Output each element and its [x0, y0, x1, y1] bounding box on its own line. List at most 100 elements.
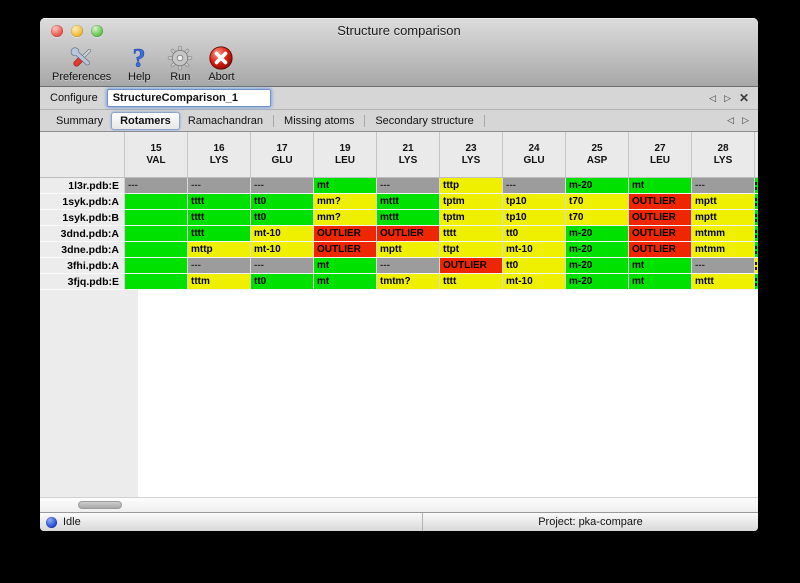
tab-ramachandran[interactable]: Ramachandran [187, 114, 264, 127]
hscroll-thumb[interactable] [78, 501, 122, 509]
rotamer-cell[interactable]: tttt [188, 210, 251, 226]
rotamer-cell[interactable]: tttt [440, 274, 503, 290]
rotamer-cell[interactable]: --- [692, 258, 755, 274]
rotamer-cell[interactable]: --- [377, 258, 440, 274]
column-header-28[interactable]: 28 LYS [692, 132, 755, 177]
rotamer-cell[interactable]: OUTLIER [629, 210, 692, 226]
rotamer-cell[interactable]: mttt [377, 210, 440, 226]
config-back-icon[interactable]: ◁ [709, 92, 717, 103]
configuration-name-input[interactable] [106, 89, 271, 107]
rotamer-cell[interactable]: OUTLIER [629, 242, 692, 258]
rotamer-cell[interactable]: --- [251, 178, 314, 194]
rotamer-cell[interactable]: --- [188, 258, 251, 274]
rotamer-cell[interactable]: --- [692, 178, 755, 194]
rotamer-cell[interactable]: --- [251, 258, 314, 274]
rotamer-cell[interactable]: mt [629, 274, 692, 290]
rotamer-cell[interactable]: m-20 [566, 226, 629, 242]
rotamer-cell[interactable] [125, 226, 188, 242]
column-header-21[interactable]: 21 LYS [377, 132, 440, 177]
row-label-3dnd-pdb-a[interactable]: 3dnd.pdb:A [40, 226, 125, 242]
tab-secondary-structure[interactable]: Secondary structure [375, 114, 474, 127]
row-label-3fhi-pdb-a[interactable]: 3fhi.pdb:A [40, 258, 125, 274]
rotamer-cell[interactable]: tt0 [503, 226, 566, 242]
rotamer-cell[interactable]: mptt [377, 242, 440, 258]
rotamer-cell[interactable]: OUTLIER [629, 226, 692, 242]
config-forward-icon[interactable]: ▷ [724, 92, 731, 103]
column-header-27[interactable]: 27 LEU [629, 132, 692, 177]
rotamer-cell[interactable]: tt0 [503, 258, 566, 274]
rotamer-cell[interactable]: tt0 [251, 210, 314, 226]
rotamer-cell[interactable]: tttt [188, 226, 251, 242]
tab-missing-atoms[interactable]: Missing atoms [284, 114, 355, 127]
row-label-3fjq-pdb-e[interactable]: 3fjq.pdb:E [40, 274, 125, 290]
horizontal-scrollbar[interactable] [40, 497, 758, 512]
rotamer-cell[interactable]: --- [377, 178, 440, 194]
rotamer-cell[interactable]: mt-10 [251, 242, 314, 258]
tabs-back-icon[interactable]: ◁ [727, 115, 735, 125]
rotamer-cell[interactable]: mt [314, 274, 377, 290]
rotamer-cell[interactable]: tt0 [251, 194, 314, 210]
rotamer-cell[interactable] [125, 210, 188, 226]
tab-rotamers[interactable]: Rotamers [111, 111, 180, 130]
rotamer-cell[interactable]: OUTLIER [440, 258, 503, 274]
zoom-button[interactable] [91, 25, 103, 37]
rotamer-cell[interactable] [125, 242, 188, 258]
rotamer-cell[interactable]: --- [503, 178, 566, 194]
rotamer-cell[interactable] [125, 274, 188, 290]
rotamer-cell[interactable]: mt-10 [503, 274, 566, 290]
column-header-17[interactable]: 17 GLU [251, 132, 314, 177]
rotamer-cell[interactable]: --- [188, 178, 251, 194]
toolbar-button-preferences[interactable]: Preferences [52, 45, 111, 83]
rotamer-cell[interactable]: mm? [314, 210, 377, 226]
row-label-1syk-pdb-a[interactable]: 1syk.pdb:A [40, 194, 125, 210]
row-label-1syk-pdb-b[interactable]: 1syk.pdb:B [40, 210, 125, 226]
rotamer-cell[interactable]: mt-10 [503, 242, 566, 258]
rotamer-cell[interactable] [125, 258, 188, 274]
rotamer-cell[interactable]: mttt [692, 274, 755, 290]
column-header-19[interactable]: 19 LEU [314, 132, 377, 177]
rotamer-cell[interactable]: mt-10 [251, 226, 314, 242]
rotamer-cell[interactable]: tp10 [503, 210, 566, 226]
row-label-1l3r-pdb-e[interactable]: 1l3r.pdb:E [40, 178, 125, 194]
toolbar-button-abort[interactable]: Abort [208, 45, 235, 83]
rotamer-cell[interactable]: m-20 [566, 242, 629, 258]
tab-summary[interactable]: Summary [56, 114, 104, 127]
rotamer-cell[interactable]: tttm [188, 274, 251, 290]
titlebar[interactable]: Structure comparison [40, 18, 758, 42]
column-header-25[interactable]: 25 ASP [566, 132, 629, 177]
column-header-24[interactable]: 24 GLU [503, 132, 566, 177]
column-header-23[interactable]: 23 LYS [440, 132, 503, 177]
rotamer-cell[interactable]: mm? [314, 194, 377, 210]
rotamer-cell[interactable]: tttt [440, 226, 503, 242]
rotamer-cell[interactable]: mptt [692, 210, 755, 226]
rotamer-cell[interactable]: ttpt [440, 242, 503, 258]
rotamer-cell[interactable]: mttt [377, 194, 440, 210]
rotamer-cell[interactable]: mt [314, 178, 377, 194]
rotamer-cell[interactable]: OUTLIER [314, 242, 377, 258]
rotamer-cell[interactable]: OUTLIER [314, 226, 377, 242]
toolbar-button-help[interactable]: ? Help [126, 43, 152, 83]
row-label-3dne-pdb-a[interactable]: 3dne.pdb:A [40, 242, 125, 258]
rotamer-cell[interactable]: OUTLIER [377, 226, 440, 242]
rotamer-cell[interactable]: tmtm? [377, 274, 440, 290]
column-header-15[interactable]: 15 VAL [125, 132, 188, 177]
rotamer-cell[interactable]: mt [629, 258, 692, 274]
toolbar-button-run[interactable]: Run [167, 45, 193, 83]
rotamer-cell[interactable]: tp10 [503, 194, 566, 210]
rotamer-cell[interactable]: m-20 [566, 178, 629, 194]
rotamer-cell[interactable]: mttp [188, 242, 251, 258]
rotamer-cell[interactable]: mptt [692, 194, 755, 210]
rotamer-cell[interactable]: OUTLIER [629, 194, 692, 210]
rotamer-cell[interactable]: tttt [188, 194, 251, 210]
rotamer-cell[interactable]: tptm [440, 210, 503, 226]
tabs-forward-icon[interactable]: ▷ [742, 115, 749, 125]
rotamer-cell[interactable]: t70 [566, 194, 629, 210]
rotamer-cell[interactable]: mt [314, 258, 377, 274]
rotamer-cell[interactable]: mtmm [692, 242, 755, 258]
column-header-16[interactable]: 16 LYS [188, 132, 251, 177]
rotamer-cell[interactable]: tt0 [251, 274, 314, 290]
rotamer-cell[interactable] [125, 194, 188, 210]
rotamer-cell[interactable]: mtmm [692, 226, 755, 242]
minimize-button[interactable] [71, 25, 83, 37]
rotamer-cell[interactable]: m-20 [566, 258, 629, 274]
